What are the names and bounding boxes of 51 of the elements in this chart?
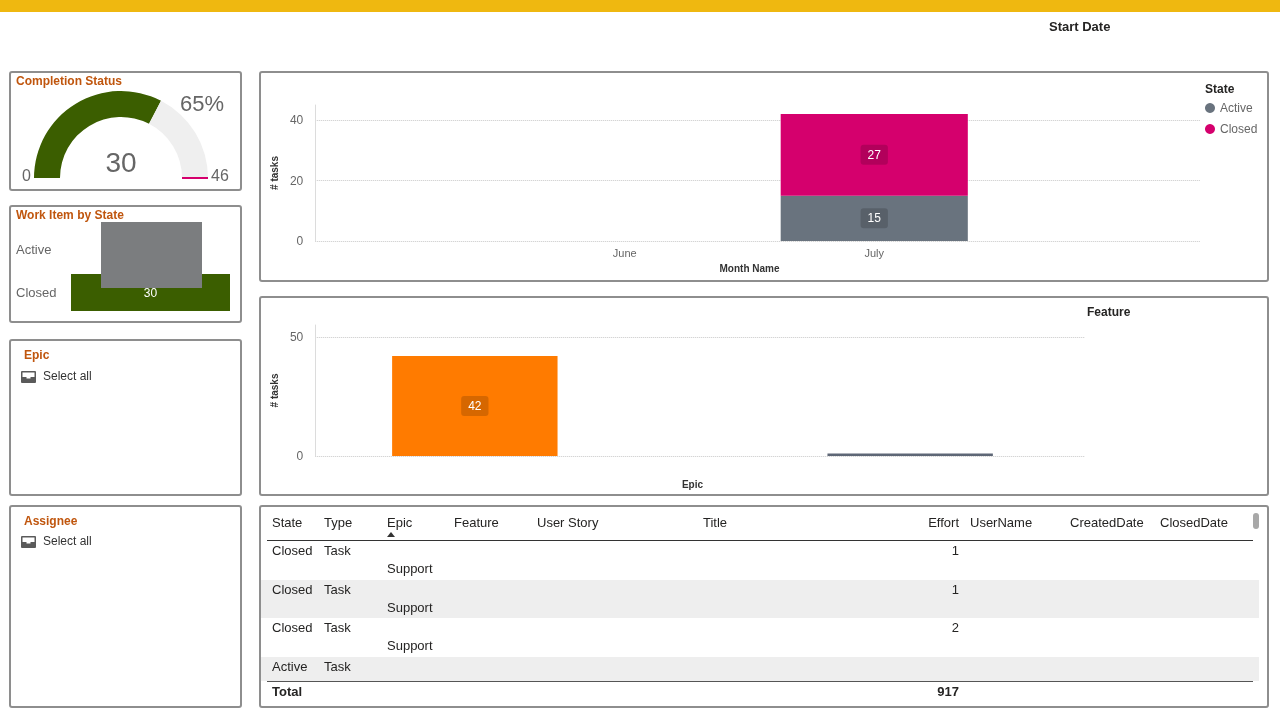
text: 46 (211, 166, 229, 184)
x-tick-label: July (864, 246, 885, 259)
text: Support (387, 638, 433, 653)
category-label: Title (703, 515, 728, 530)
y-tick-label: 50 (289, 329, 304, 344)
y-tick-label: 0 (296, 449, 304, 463)
category-label: ClosedDate (1160, 515, 1228, 530)
text: Epic (24, 348, 50, 362)
data-label: 15 (867, 211, 882, 226)
legend-title: State (1205, 82, 1235, 96)
category-label: UserName (970, 515, 1033, 530)
category-label: Epic (387, 515, 413, 530)
data-label: 42 (468, 398, 482, 413)
text: Assignee (24, 514, 78, 528)
text: 1 (951, 543, 959, 558)
text: Select all (43, 369, 92, 383)
text: Task (324, 581, 351, 597)
text: Support (387, 561, 433, 576)
chart-title: Work Item by State (16, 208, 125, 222)
y-tick-label: 40 (289, 113, 304, 128)
category-label: Type (324, 515, 353, 530)
text: Start Date (1049, 19, 1111, 34)
text: Total (272, 684, 303, 699)
legend-title: Feature (1087, 305, 1131, 319)
category-label: User Story (537, 515, 599, 530)
text: Task (324, 543, 351, 558)
category-label: CreatedDate (1070, 515, 1144, 530)
text: Task (324, 658, 351, 674)
chart-title: Completion Status (16, 74, 123, 88)
data-label: 30 (143, 285, 158, 300)
text: 2 (951, 620, 959, 635)
x-axis-title: Month Name (719, 262, 780, 274)
legend-label: Closed (1220, 122, 1258, 136)
text: 1 (951, 581, 959, 597)
data-label: 27 (867, 147, 882, 162)
x-tick-label: June (612, 246, 637, 259)
text: Support (387, 599, 433, 615)
y-tick-label: 0 (296, 234, 304, 248)
text: 917 (937, 684, 959, 699)
data-label: 30 (105, 146, 137, 178)
y-axis-title: # tasks (268, 373, 280, 408)
category-label: Effort (928, 515, 959, 530)
text: 65% (180, 90, 225, 116)
category-label: Feature (454, 515, 499, 530)
legend-label: Active (1220, 101, 1253, 115)
y-tick-label: 20 (289, 173, 304, 188)
x-axis-title: Epic (681, 478, 704, 490)
category-label: State (272, 515, 303, 530)
text: Task (324, 620, 351, 635)
y-axis-title: # tasks (268, 155, 280, 190)
text: Select all (43, 534, 92, 548)
